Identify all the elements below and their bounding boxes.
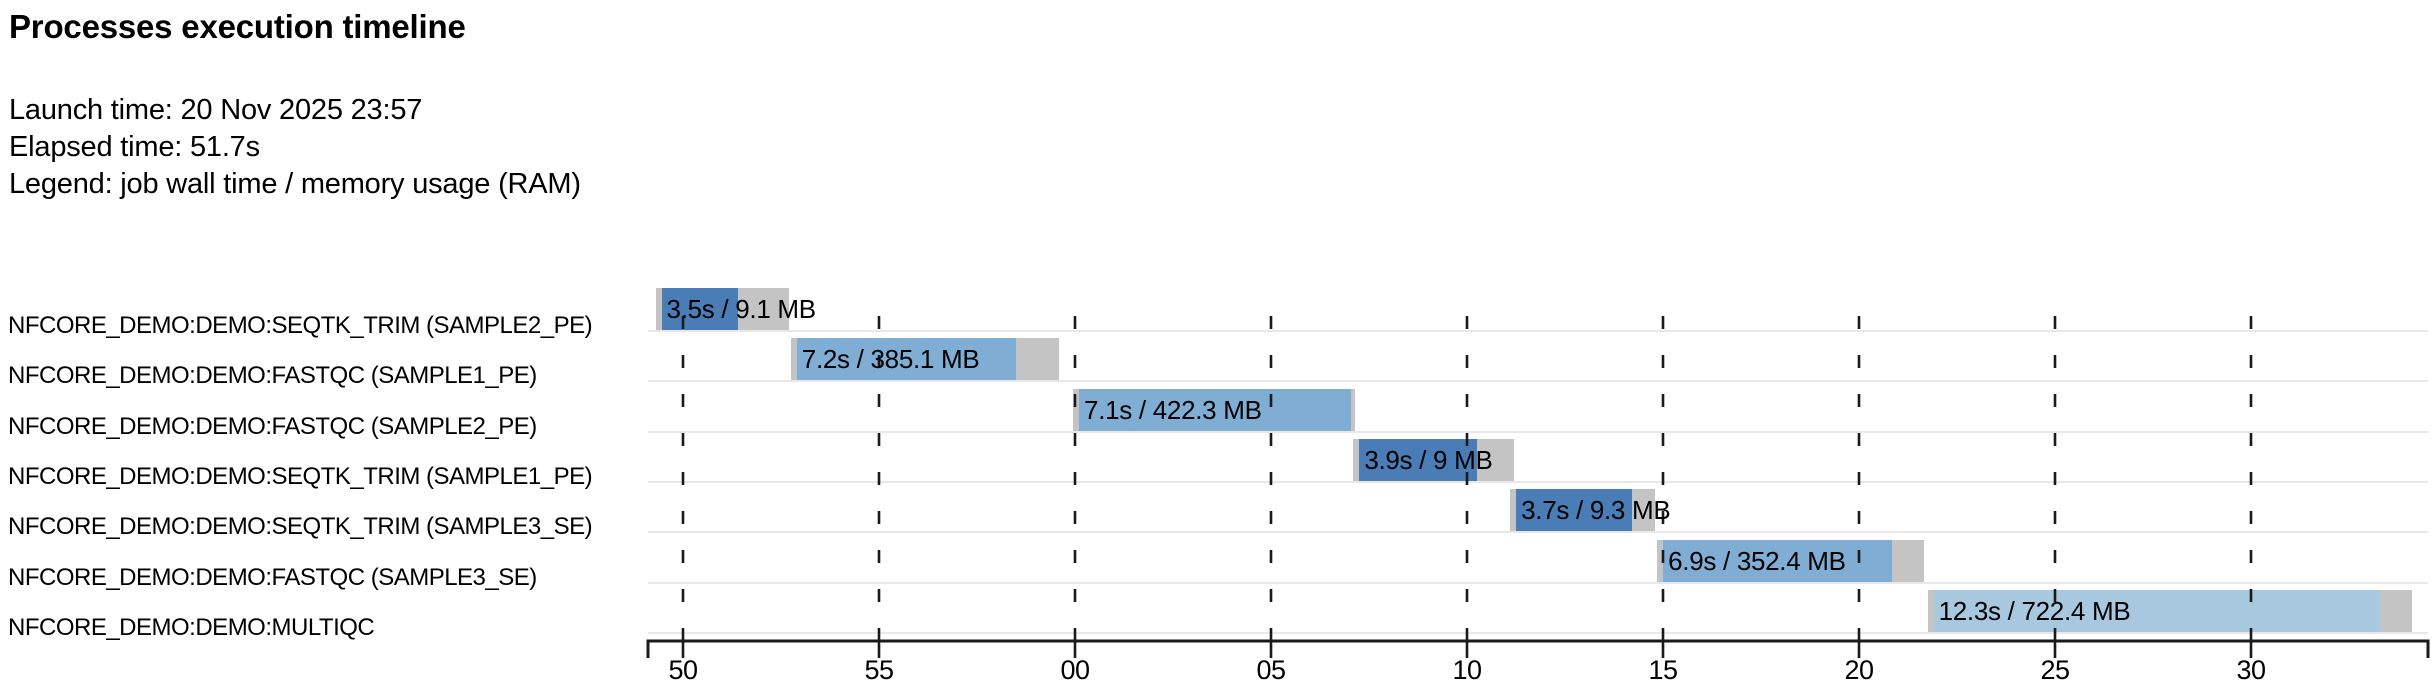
- process-name-label: NFCORE_DEMO:DEMO:SEQTK_TRIM (SAMPLE3_SE): [8, 513, 593, 541]
- row-separator: [648, 631, 2428, 634]
- bar-runtime-segment: [1516, 489, 1632, 532]
- bar-runtime-segment: [1663, 539, 1893, 582]
- process-bar: [655, 288, 789, 330]
- legend-line: Legend: job wall time / memory usage (RA…: [9, 168, 581, 200]
- process-bar: [1510, 489, 1656, 532]
- process-bar: [1073, 388, 1356, 431]
- axis-tick-label: 25: [2040, 655, 2070, 685]
- axis-tick-label: 50: [668, 655, 698, 685]
- process-bar: [1657, 539, 1924, 582]
- process-name-label: NFCORE_DEMO:DEMO:FASTQC (SAMPLE1_PE): [8, 362, 537, 390]
- bar-value-label: 3.5s / 9.1 MB: [666, 294, 817, 324]
- launch-time-line: Launch time: 20 Nov 2025 23:57: [9, 94, 423, 126]
- axis-tick-label: 20: [1844, 655, 1874, 685]
- process-bar: [1927, 589, 2412, 632]
- bar-runtime-segment: [1079, 388, 1352, 431]
- process-bar: [790, 338, 1060, 381]
- bar-runtime-segment: [661, 288, 738, 330]
- elapsed-time-line: Elapsed time: 51.7s: [9, 131, 260, 163]
- bar-runtime-segment: [1933, 589, 2381, 632]
- process-name-label: NFCORE_DEMO:DEMO:SEQTK_TRIM (SAMPLE1_PE): [8, 462, 593, 490]
- row-separator: [648, 480, 2428, 483]
- axis-tick-label: 00: [1060, 655, 1090, 685]
- process-name-label: NFCORE_DEMO:DEMO:FASTQC (SAMPLE2_PE): [8, 412, 537, 440]
- bar-value-label: 7.1s / 422.3 MB: [1084, 394, 1262, 425]
- row-separator: [648, 531, 2428, 534]
- axis-tick-label: 15: [1648, 655, 1678, 685]
- process-bar: [1353, 438, 1515, 481]
- bar-value-label: 6.9s / 352.4 MB: [1668, 545, 1846, 576]
- row-separator: [648, 430, 2428, 433]
- bar-value-label: 3.9s / 9 MB: [1364, 444, 1493, 475]
- row-separator: [648, 380, 2428, 383]
- axis-tick-label: 10: [1452, 655, 1482, 685]
- page-title: Processes execution timeline: [9, 8, 466, 45]
- bar-runtime-segment: [1359, 438, 1477, 481]
- bar-value-label: 3.7s / 9.3 MB: [1521, 495, 1671, 526]
- process-name-label: NFCORE_DEMO:DEMO:MULTIQC: [8, 613, 375, 641]
- axis-tick-label: 55: [864, 655, 894, 685]
- report-meta: Launch time: 20 Nov 2025 23:57 Elapsed t…: [9, 92, 581, 203]
- process-name-label: NFCORE_DEMO:DEMO:SEQTK_TRIM (SAMPLE2_PE): [8, 312, 593, 339]
- row-separator: [648, 330, 2428, 332]
- bar-value-label: 12.3s / 722.4 MB: [1938, 595, 2131, 626]
- bar-runtime-segment: [796, 338, 1017, 381]
- x-axis-line: [646, 639, 2430, 658]
- axis-tick-label: 05: [1256, 655, 1286, 685]
- row-separator: [648, 581, 2428, 584]
- axis-tick-label: 30: [2236, 655, 2266, 685]
- bar-value-label: 7.2s / 385.1 MB: [801, 344, 980, 375]
- process-name-label: NFCORE_DEMO:DEMO:FASTQC (SAMPLE3_SE): [8, 563, 537, 591]
